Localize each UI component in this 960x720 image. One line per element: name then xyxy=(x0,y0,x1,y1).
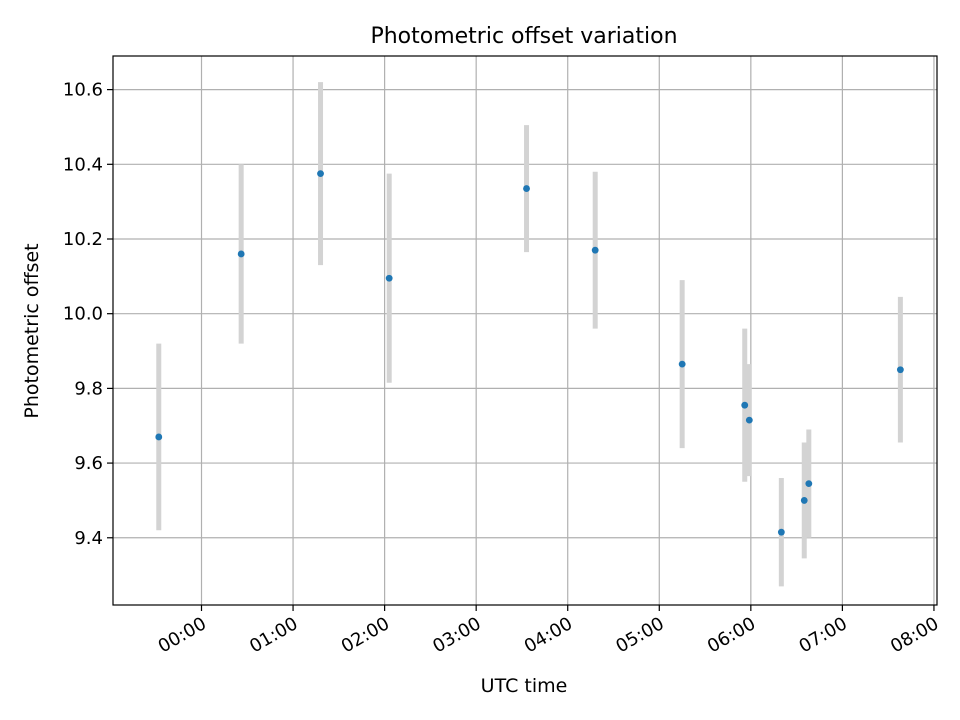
y-axis-label: Photometric offset xyxy=(21,243,43,418)
data-point xyxy=(155,433,163,441)
y-tick-label: 10.6 xyxy=(63,80,103,101)
y-tick-label: 9.6 xyxy=(74,453,103,474)
data-point xyxy=(805,480,813,488)
data-point xyxy=(800,497,808,504)
data-point xyxy=(317,170,324,178)
y-tick-label: 10.4 xyxy=(63,154,103,175)
data-point xyxy=(523,185,530,192)
plot-frame xyxy=(112,55,938,606)
data-point xyxy=(385,274,393,282)
y-tick-label: 9.4 xyxy=(74,528,103,549)
x-axis-label: UTC time xyxy=(481,675,568,697)
y-tick-label: 10.2 xyxy=(63,229,103,250)
data-point xyxy=(237,250,245,258)
y-axis-ticks: 9.4 9.6 9.8 10.0 10.2 10.4 10.6 xyxy=(63,80,113,549)
data-point xyxy=(777,528,785,536)
data-point xyxy=(741,401,749,409)
data-point xyxy=(745,416,753,424)
y-tick-label: 9.8 xyxy=(74,378,103,399)
data-point xyxy=(678,360,686,368)
chart-title: Photometric offset variation xyxy=(370,24,677,49)
y-tick-label: 10.0 xyxy=(63,304,103,325)
data-points xyxy=(155,170,904,536)
data-point xyxy=(896,366,904,374)
data-point xyxy=(591,246,599,254)
